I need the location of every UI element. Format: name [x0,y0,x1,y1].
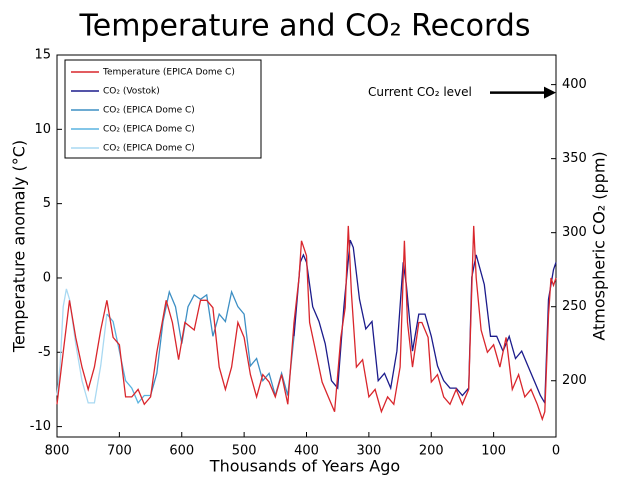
annotation-text: Current CO₂ level [368,85,472,99]
y2-tick-label: 400 [562,77,587,92]
legend-label: CO₂ (EPICA Dome C) [103,125,195,135]
x-tick-label: 100 [481,444,506,459]
series-line [56,288,108,404]
y-tick-label: 15 [34,48,51,63]
chart-title: Temperature and CO₂ Records [79,9,531,44]
y-tick-label: 5 [43,196,51,211]
y2-tick-label: 200 [562,373,587,388]
series-line [56,225,557,422]
y-tick-label: -5 [38,345,51,360]
x-tick-label: 300 [356,444,381,459]
y-tick-label: -10 [30,419,51,434]
y2-tick-label: 250 [562,299,587,314]
x-tick-label: 700 [107,444,132,459]
legend-box [64,59,262,159]
series-line [149,289,295,398]
x-tick-label: 200 [419,444,444,459]
y-tick-label: 0 [43,270,51,285]
legend-label: Temperature (EPICA Dome C) [102,68,235,78]
legend-label: CO₂ (Vostok) [103,87,160,97]
x-tick-label: 500 [232,444,257,459]
y2-axis-label: Atmospheric CO₂ (ppm) [590,151,609,340]
x-tick-label: 600 [169,444,194,459]
x-tick-label: 0 [552,444,560,459]
y-axis-label: Temperature anomaly (°C) [10,140,29,353]
annotation-arrowhead [544,86,556,99]
y-tick-label: 10 [34,122,51,137]
legend-label: CO₂ (EPICA Dome C) [103,106,195,116]
legend-label: CO₂ (EPICA Dome C) [103,144,195,154]
x-tick-label: 800 [45,444,70,459]
y2-tick-label: 300 [562,225,587,240]
x-axis-label: Thousands of Years Ago [209,457,400,476]
y2-tick-label: 350 [562,151,587,166]
series-line [106,313,151,405]
x-tick-label: 400 [294,444,319,459]
